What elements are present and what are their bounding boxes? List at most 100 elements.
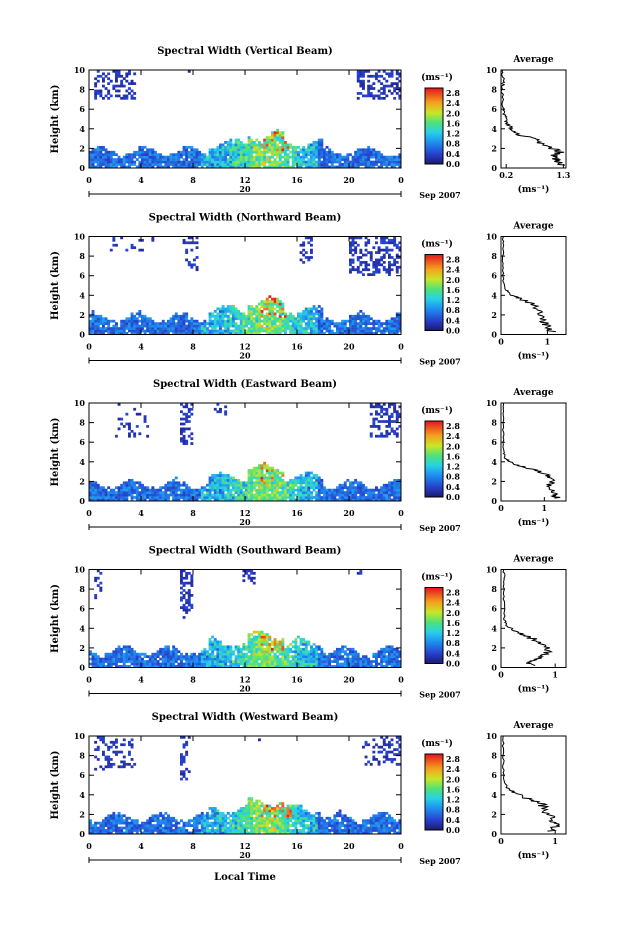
heatmap-cell [333,155,337,159]
heatmap-cell [336,322,339,325]
heatmap-cell [312,652,316,656]
heatmap-cell [271,312,274,316]
heatmap-cell [91,826,95,830]
heatmap-cell [167,483,170,487]
heatmap-cell [182,322,186,325]
heatmap-cell [317,652,321,656]
heatmap-cell [338,488,342,492]
heatmap-cell [211,643,215,646]
heatmap-cell [180,491,183,494]
heatmap-cell [385,665,389,668]
heatmap-cell [302,317,306,321]
heatmap-cell [382,657,386,661]
heatmap-cell [252,324,256,328]
heatmap-cell [172,665,176,668]
heatmap-cell [307,650,311,654]
heatmap-cell [273,652,277,656]
heatmap-cell [281,317,285,321]
heatmap-cell [260,302,264,306]
heatmap-cell [180,153,183,157]
heatmap-cell [211,322,215,325]
heatmap-cell [99,831,103,835]
heatmap-cell [237,481,241,485]
heatmap-cell [112,163,116,166]
heatmap-cell [252,145,256,149]
heatmap-cell [190,317,194,321]
heatmap-cell [229,317,233,321]
colorbar-cell [425,631,443,634]
colorbar-cell [425,660,443,663]
heatmap-cell [349,493,352,497]
heatmap-cell [273,136,277,139]
heatmap-cell [216,640,220,644]
heatmap-cell [354,486,358,490]
heatmap-cell [232,312,235,316]
colorbar-cell [425,157,443,160]
heatmap-cell [271,133,274,137]
heatmap-cell [359,571,363,575]
heatmap-cell [130,652,134,656]
heatmap-cell [174,488,178,492]
heatmap-cell [260,310,264,313]
heatmap-cell [385,420,389,423]
heatmap-cell [281,660,285,663]
heatmap-cell [385,410,389,414]
heatmap-cell [252,148,256,152]
panel-3: Spectral Width (Eastward Beam)Height (km… [50,379,567,533]
heatmap-cell [297,481,300,485]
heatmap-cell [315,160,319,164]
heatmap-cell [141,493,144,497]
heatmap-cell [307,498,311,502]
heatmap-cell [96,655,100,658]
heatmap-cell [286,496,290,499]
heatmap-cell [393,491,397,494]
heatmap-cell [182,483,186,487]
heatmap-cell [190,236,194,240]
heatmap-cell [375,417,378,421]
heatmap-cell [362,72,365,76]
heatmap-cell [299,312,303,316]
heatmap-cell [276,478,280,482]
heatmap-cell [362,655,365,658]
heatmap-cell [278,158,282,161]
heatmap-cell [141,657,144,661]
heatmap-cell [247,150,251,154]
heatmap-cell [323,324,326,328]
heatmap-cell [395,481,399,485]
heatmap-cell [359,84,363,88]
heatmap-cell [221,307,225,311]
heatmap-cell [349,153,352,157]
colorbar-tick-label: 0.0 [446,492,460,502]
heatmap-cell [120,498,124,502]
heatmap-cell [148,496,152,499]
heatmap-cell [336,165,339,169]
heatmap-cell [297,488,300,492]
heatmap-cell [284,660,287,663]
heatmap-cell [317,493,321,497]
heatmap-cell [224,324,228,328]
heatmap-cell [164,332,168,335]
heatmap-cell [193,153,196,157]
heatmap-cell [141,163,144,166]
heatmap-cell [302,638,306,641]
heatmap-cell [104,816,108,820]
colorbar-cell [425,134,443,137]
heatmap-cell [185,319,189,323]
heatmap-cell [395,246,399,250]
heatmap-cell [208,481,212,485]
heatmap-cell [174,655,178,658]
heatmap-cell [364,153,368,157]
heatmap-cell [265,302,269,306]
heatmap-cell [333,153,337,157]
heatmap-cell [237,488,241,492]
heatmap-cell [151,160,155,164]
heatmap-cell [104,317,108,321]
heatmap-cell [224,329,228,333]
heatmap-cell [120,327,124,330]
heatmap-cell [307,496,311,499]
heatmap-cell [310,491,313,494]
heatmap-cell [377,251,381,254]
heatmap-cell [323,488,326,492]
heatmap-cell [278,491,282,494]
heatmap-cell [265,324,269,328]
